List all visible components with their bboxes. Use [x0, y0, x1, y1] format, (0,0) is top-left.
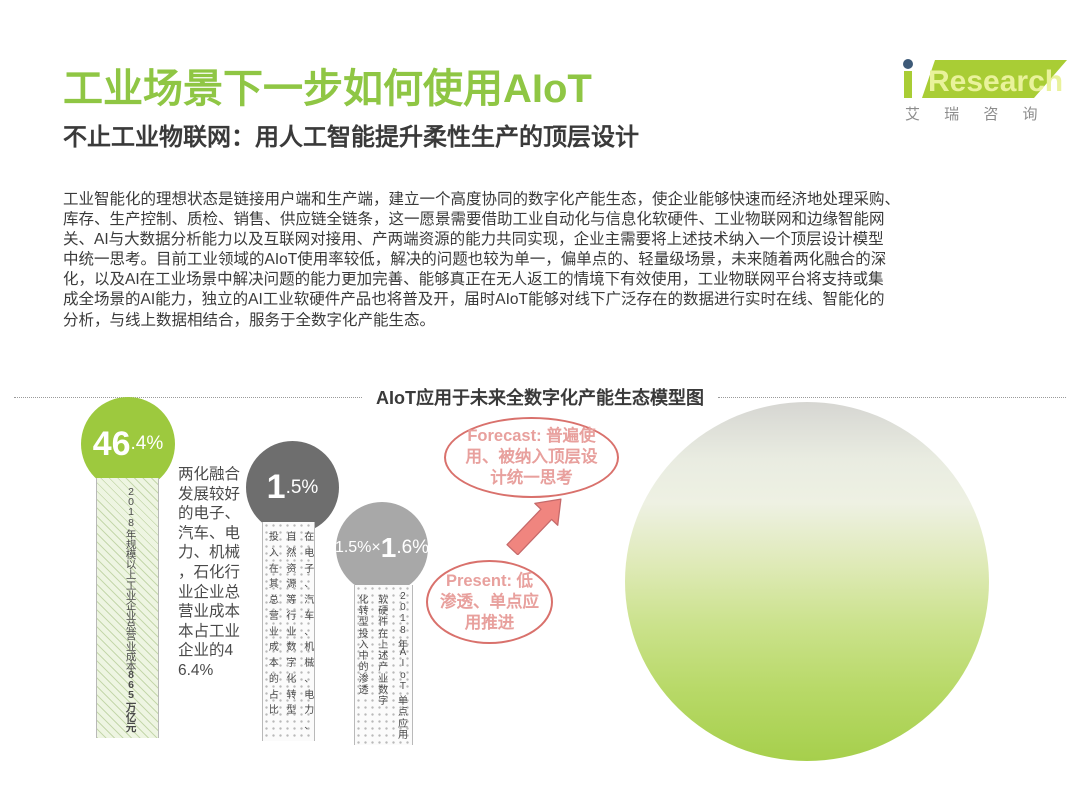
svg-text:Research: Research	[928, 65, 1063, 98]
